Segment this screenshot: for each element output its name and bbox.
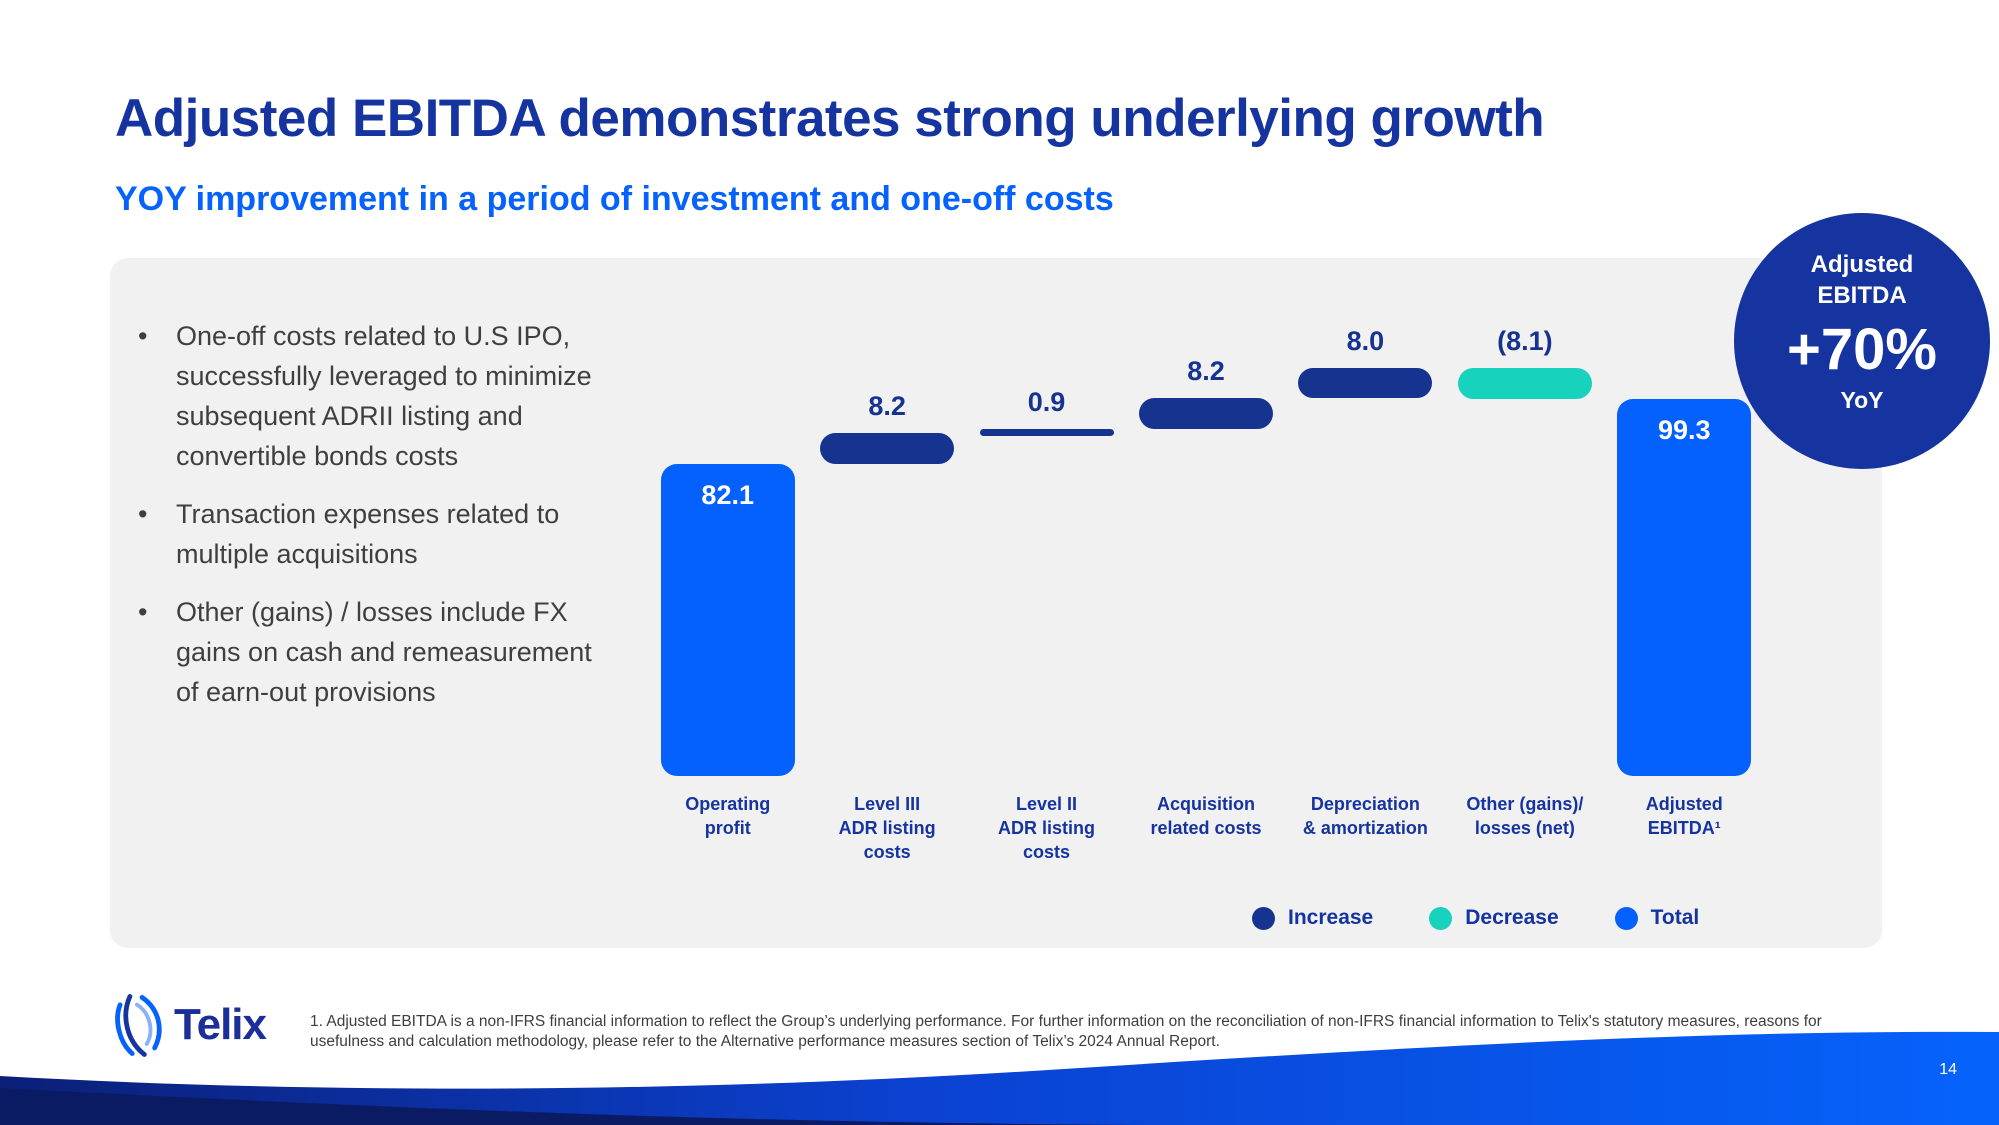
waterfall-bar-increase <box>820 432 955 465</box>
legend-label: Total <box>1650 906 1700 929</box>
waterfall-bar-decrease <box>1457 367 1592 399</box>
bullet-item: Other (gains) / losses include FX gains … <box>130 592 608 712</box>
waterfall-bar-increase <box>1139 398 1273 430</box>
telix-logo-text: Telix <box>174 1000 267 1049</box>
legend-item-decrease: Decrease <box>1429 906 1559 930</box>
bullet-item: Transaction expenses related to multiple… <box>130 494 608 574</box>
x-axis-label: Depreciation & amortization <box>1302 794 1428 838</box>
legend-label: Increase <box>1288 906 1374 929</box>
bottom-wave-decoration <box>0 1031 1999 1125</box>
badge-content: Adjusted EBITDA +70% YoY <box>1734 213 1990 414</box>
badge-value: +70% <box>1787 317 1937 382</box>
legend-dot <box>1252 906 1275 930</box>
x-axis-label: Level II ADR listing costs <box>998 794 1096 862</box>
x-axis-label: Adjusted EBITDA¹ <box>1645 794 1723 838</box>
x-axis-label: Other (gains)/losses (net) <box>1466 794 1584 838</box>
badge-caption: YoY <box>1840 387 1884 413</box>
bar-value-label: 8.2 <box>868 390 906 421</box>
chart-legend: Increase Decrease Total <box>1252 906 1699 930</box>
waterfall-bar-increase <box>979 429 1114 437</box>
x-axis-label: Acquisition related costs <box>1150 794 1262 838</box>
legend-dot <box>1429 906 1453 930</box>
chart-x-axis: Operating profit Level III ADR listing costs… <box>648 792 1764 887</box>
telix-logo: Telix <box>112 992 267 1058</box>
bar-value-label: 0.9 <box>1027 387 1066 418</box>
legend-item-increase: Increase <box>1252 906 1373 930</box>
bar-value-label: 8.2 <box>1187 356 1225 387</box>
waterfall-bar-increase <box>1298 367 1433 399</box>
waterfall-chart: 82.1 8.2 0.9 8.2 8.0 (8.1) 99.3 <box>648 320 1764 776</box>
legend-item-total: Total <box>1614 906 1700 930</box>
x-axis-label: Operating profit <box>685 794 771 838</box>
badge-title-line2: EBITDA <box>1817 282 1907 309</box>
yoy-growth-badge: Adjusted EBITDA +70% YoY <box>1734 213 1990 469</box>
bar-value-label: (8.1) <box>1497 325 1553 356</box>
page-number: 14 <box>1939 1061 1957 1078</box>
waterfall-bar-total <box>1617 398 1752 776</box>
waterfall-bar-total <box>660 464 795 776</box>
page-title: Adjusted EBITDA demonstrates strong unde… <box>115 89 1545 148</box>
bar-value-label: 8.0 <box>1346 325 1385 356</box>
bullet-item: One-off costs related to U.S IPO, succes… <box>130 316 608 476</box>
x-axis-label: Level III ADR listing costs <box>838 794 936 862</box>
legend-label: Decrease <box>1465 906 1559 929</box>
badge-title-line1: Adjusted <box>1810 251 1914 278</box>
telix-logo-icon <box>115 994 162 1057</box>
bullet-list: One-off costs related to U.S IPO, succes… <box>130 316 608 730</box>
legend-dot <box>1614 906 1638 930</box>
page-subtitle: YOY improvement in a period of investmen… <box>115 180 1114 218</box>
bar-value-label: 99.3 <box>1658 414 1711 445</box>
bar-value-label: 82.1 <box>701 480 754 511</box>
footnote-text: 1. Adjusted EBITDA is a non-IFRS financi… <box>310 1013 1822 1050</box>
